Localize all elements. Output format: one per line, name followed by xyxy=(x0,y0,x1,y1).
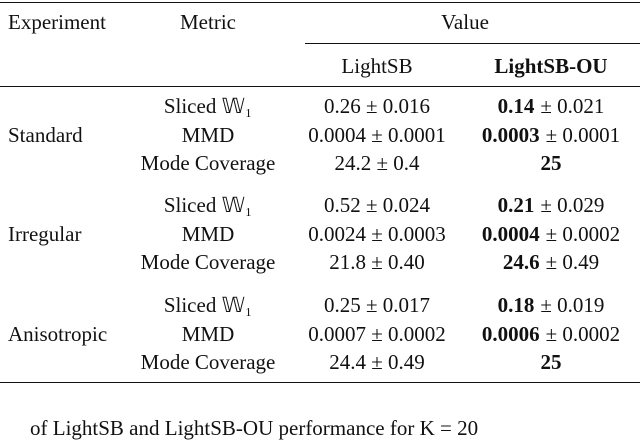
lightsb-value: 0.52 ± 0.024 xyxy=(323,193,431,217)
std-value: ± 0.0002 xyxy=(545,221,621,246)
best-value: 25 xyxy=(540,350,562,374)
lightsb-ou-value: 0.18 ± 0.019 xyxy=(498,293,605,317)
std-value: ± 0.019 xyxy=(540,293,605,317)
lightsb-value: 0.0007 ± 0.0002 xyxy=(308,321,446,346)
std-value: ± 0.0001 xyxy=(545,122,621,147)
best-value: 0.0006 xyxy=(481,321,540,346)
std-value: ± 0.021 xyxy=(540,94,605,118)
best-value: 0.21 xyxy=(497,193,535,217)
lightsb-value: 0.25 ± 0.017 xyxy=(323,293,431,317)
metric-label: Mode Coverage xyxy=(140,350,276,374)
mid-rule xyxy=(0,86,640,87)
bottom-rule xyxy=(0,382,640,384)
lightsb-ou-value: 25 xyxy=(541,151,562,175)
lightsb-ou-value: 0.0004 ± 0.0002 xyxy=(482,222,620,246)
experiment-label: Irregular xyxy=(8,221,82,246)
best-value: 0.0004 xyxy=(481,221,540,246)
metric-label: Sliced 𝕎₁ xyxy=(163,293,253,317)
best-value: 0.18 xyxy=(497,293,535,317)
experiment-label: Anisotropic xyxy=(8,321,108,346)
best-value: 24.6 xyxy=(502,250,540,274)
lightsb-ou-value: 0.14 ± 0.021 xyxy=(498,94,605,118)
lightsb-ou-value: 24.6 ± 0.49 xyxy=(503,250,599,274)
lightsb-value: 21.8 ± 0.40 xyxy=(329,250,425,274)
metric-label: MMD xyxy=(181,321,235,346)
header-value: Value xyxy=(441,10,489,34)
best-value: 0.14 xyxy=(497,94,535,118)
experiment-label: Standard xyxy=(8,122,83,147)
header-experiment: Experiment xyxy=(8,10,106,34)
best-value: 0.0003 xyxy=(481,122,540,147)
std-value: ± 0.49 xyxy=(545,250,600,274)
lightsb-ou-value: 0.0003 ± 0.0001 xyxy=(482,123,620,147)
metric-label: MMD xyxy=(181,221,235,246)
metric-label: Mode Coverage xyxy=(140,250,276,274)
lightsb-value: 0.0024 ± 0.0003 xyxy=(308,221,446,246)
method-header: LightSB-OU xyxy=(494,54,608,78)
lightsb-value: 24.4 ± 0.49 xyxy=(329,350,425,374)
std-value: ± 0.029 xyxy=(540,193,605,217)
lightsb-ou-value: 25 xyxy=(541,350,562,374)
best-value: 25 xyxy=(540,151,562,175)
header-metric: Metric xyxy=(180,10,236,34)
caption: of LightSB and LightSB-OU performance fo… xyxy=(30,416,479,440)
top-rule xyxy=(0,2,640,4)
lightsb-value: 0.26 ± 0.016 xyxy=(323,94,431,118)
lightsb-value: 0.0004 ± 0.0001 xyxy=(308,122,446,147)
metric-label: Mode Coverage xyxy=(140,151,276,175)
metric-label: Sliced 𝕎₁ xyxy=(163,193,253,217)
metric-label: Sliced 𝕎₁ xyxy=(163,94,253,118)
lightsb-ou-value: 0.0006 ± 0.0002 xyxy=(482,322,620,346)
value-rule xyxy=(305,43,640,44)
method-header: LightSB xyxy=(341,54,413,78)
lightsb-value: 24.2 ± 0.4 xyxy=(334,151,420,175)
std-value: ± 0.0002 xyxy=(545,321,621,346)
metric-label: MMD xyxy=(181,122,235,147)
lightsb-ou-value: 0.21 ± 0.029 xyxy=(498,193,605,217)
